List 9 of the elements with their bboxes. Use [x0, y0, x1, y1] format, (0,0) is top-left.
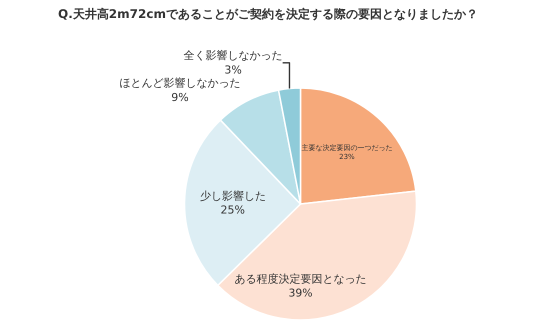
data-label: 39%: [288, 286, 313, 300]
data-label: 25%: [220, 204, 246, 217]
data-label: 3%: [224, 63, 242, 76]
slice-label: 全く影響しなかった: [184, 49, 283, 62]
slice-label: ある程度決定要因となった: [234, 272, 366, 286]
slice-label: 少し影響した: [200, 189, 266, 202]
slice-label: ほとんど影響しなかった: [120, 76, 241, 90]
data-label: 9%: [171, 90, 189, 104]
chart-title: Q.天井高2m72cmであることがご契約を決定する際の要因となりましたか？: [58, 7, 478, 22]
